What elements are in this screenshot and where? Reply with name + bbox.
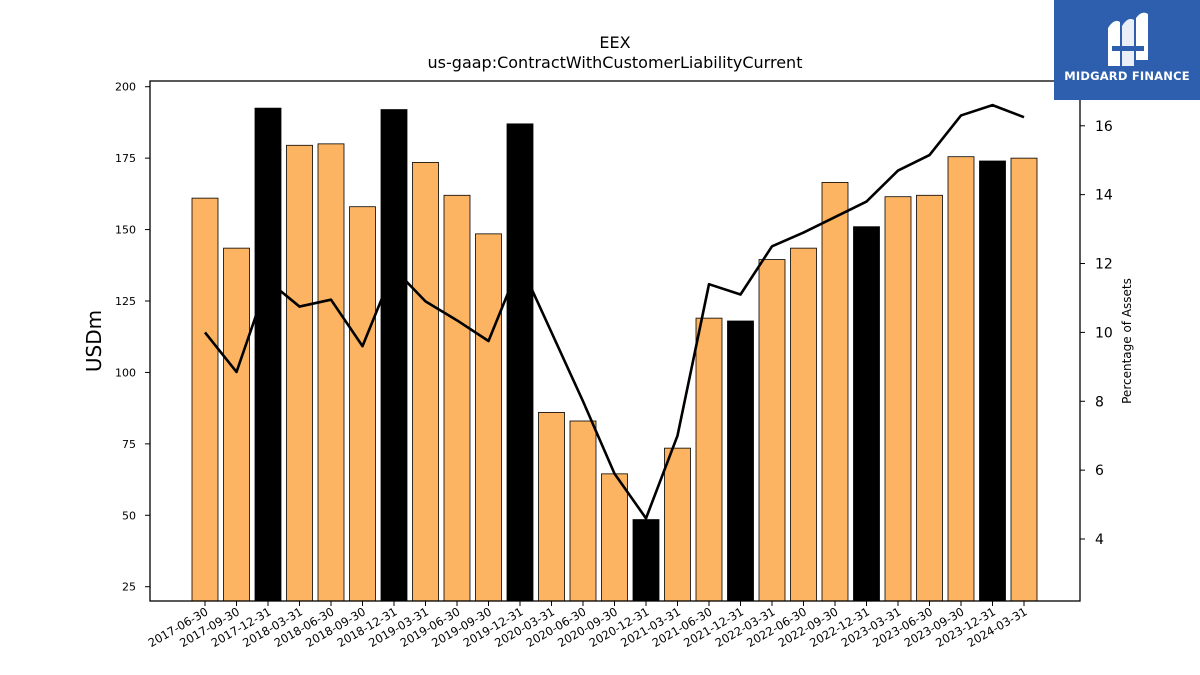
y-tick-label: 150 bbox=[115, 224, 136, 237]
y-tick-label: 125 bbox=[115, 295, 136, 308]
bar-2023-03-31 bbox=[884, 196, 912, 602]
bar-2022-09-30 bbox=[821, 182, 849, 602]
bar-2021-12-31 bbox=[727, 320, 754, 602]
y2-tick-label: 4 bbox=[1095, 532, 1104, 548]
bar-2020-09-30 bbox=[601, 473, 628, 602]
y-tick-label: 200 bbox=[115, 81, 136, 94]
bar-2018-09-30 bbox=[349, 206, 376, 602]
y-tick-label: 100 bbox=[115, 366, 136, 379]
y-axis-left: 25 50 75 100 125 150 175 200 bbox=[115, 81, 150, 594]
y-axis-right: 4 6 8 10 12 14 16 bbox=[1080, 119, 1113, 548]
x-axis: 2017-06-302017-09-302017-12-312018-03-31… bbox=[146, 601, 1030, 650]
bar-2022-03-31 bbox=[758, 259, 786, 602]
bar-2019-12-31 bbox=[506, 123, 534, 602]
chart-subtitle: us-gaap:ContractWithCustomerLiabilityCur… bbox=[428, 53, 803, 72]
midgard-finance-logo: MIDGARD FINANCE bbox=[1054, 0, 1200, 100]
bar-2017-06-30 bbox=[191, 197, 219, 602]
y2-tick-label: 6 bbox=[1095, 463, 1104, 479]
y2-axis-label: Percentage of Assets bbox=[1120, 278, 1134, 404]
bar-2022-06-30 bbox=[790, 247, 817, 602]
y2-tick-label: 16 bbox=[1095, 119, 1113, 135]
bar-series bbox=[191, 107, 1038, 602]
y-tick-label: 25 bbox=[122, 581, 136, 594]
y2-tick-label: 10 bbox=[1095, 325, 1113, 341]
bar-2023-12-31 bbox=[979, 160, 1006, 602]
y-tick-label: 75 bbox=[122, 438, 136, 451]
chart-title: EEX bbox=[599, 33, 630, 52]
bar-2021-06-30 bbox=[695, 317, 723, 602]
bar-2023-09-30 bbox=[947, 156, 975, 602]
bar-2022-12-31 bbox=[853, 226, 880, 602]
y2-tick-label: 12 bbox=[1095, 257, 1113, 273]
bar-2018-06-30 bbox=[317, 143, 345, 602]
bar-2020-12-31 bbox=[632, 519, 660, 602]
bar-2019-09-30 bbox=[475, 233, 502, 602]
bar-2018-12-31 bbox=[380, 109, 408, 602]
bar-2017-12-31 bbox=[254, 107, 282, 602]
bar-2019-03-31 bbox=[412, 162, 439, 602]
line-series bbox=[203, 103, 1025, 520]
bar-2019-06-30 bbox=[443, 194, 471, 602]
y2-tick-label: 8 bbox=[1095, 394, 1104, 410]
bar-2021-03-31 bbox=[664, 447, 691, 602]
y-tick-label: 50 bbox=[122, 509, 136, 522]
midgard-logo-icon bbox=[1108, 12, 1148, 66]
bar-2018-03-31 bbox=[286, 144, 313, 602]
bar-2023-06-30 bbox=[916, 194, 943, 602]
y2-tick-label: 14 bbox=[1095, 188, 1113, 204]
bar-2020-06-30 bbox=[569, 420, 597, 602]
bar-2020-03-31 bbox=[538, 412, 565, 602]
y-axis-label: USDm bbox=[82, 310, 106, 372]
y-tick-label: 175 bbox=[115, 152, 136, 165]
bar-2024-03-31 bbox=[1010, 157, 1038, 602]
bar-2017-09-30 bbox=[223, 247, 250, 602]
logo-text: MIDGARD FINANCE bbox=[1064, 69, 1190, 83]
